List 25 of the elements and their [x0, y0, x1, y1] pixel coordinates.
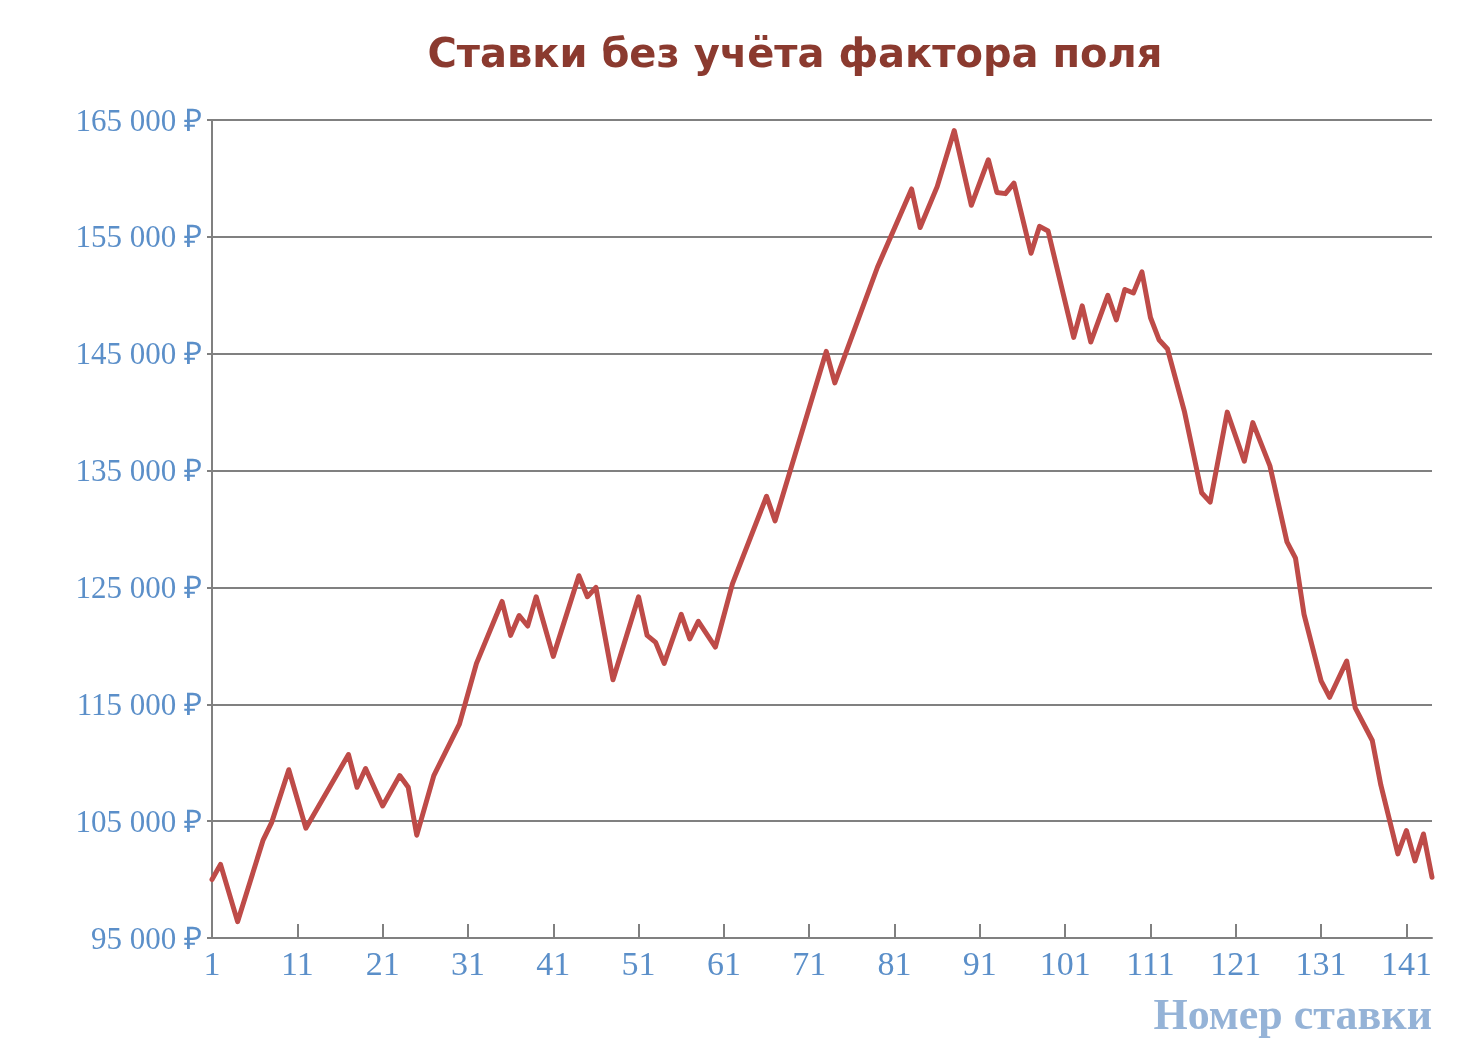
- y-tick-label: 165 000 ₽: [75, 102, 202, 138]
- x-tick-label: 31: [450, 944, 485, 982]
- x-tick-label: 1: [203, 944, 221, 982]
- x-tick-label: 91: [962, 944, 997, 982]
- y-tick-label: 105 000 ₽: [75, 803, 202, 839]
- x-tick-label: 121: [1210, 944, 1262, 982]
- x-tick-label: 81: [877, 944, 912, 982]
- chart-title: Ставки без учёта фактора поля: [427, 30, 1163, 76]
- y-tick-label: 125 000 ₽: [75, 569, 202, 605]
- x-tick-label: 141: [1380, 944, 1432, 982]
- y-tick-label: 145 000 ₽: [75, 336, 202, 372]
- x-tick-label: 41: [536, 944, 571, 982]
- y-tick-label: 155 000 ₽: [75, 219, 202, 255]
- x-tick-label: 111: [1126, 944, 1175, 982]
- y-tick-label: 95 000 ₽: [91, 920, 202, 956]
- x-tick-label: 21: [365, 944, 400, 982]
- x-axis-title: Номер ставки: [1153, 989, 1432, 1039]
- x-tick-label: 51: [621, 944, 656, 982]
- x-tick-label: 71: [792, 944, 827, 982]
- x-tick-label: 61: [706, 944, 741, 982]
- x-tick-label: 101: [1039, 944, 1091, 982]
- x-tick-label: 11: [280, 944, 314, 982]
- y-tick-label: 115 000 ₽: [76, 686, 202, 722]
- x-tick-label: 131: [1295, 944, 1347, 982]
- y-tick-label: 135 000 ₽: [75, 453, 202, 489]
